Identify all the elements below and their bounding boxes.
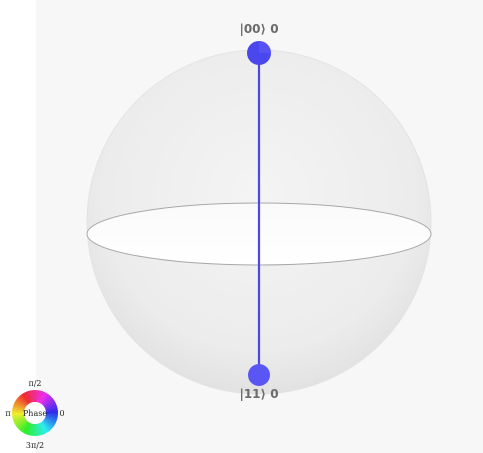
phase-wheel-segment [43,398,54,407]
phase-wheel-segment [25,391,32,404]
phase-wheel-segment [39,422,47,434]
phase-legend: Phase π/2 π 0 3π/2 [5,379,64,450]
phase-wheel-segment [23,422,31,434]
phase-wheel-segment [42,420,52,431]
phase-wheel-segment [41,395,52,406]
phase-wheel-segment [20,421,29,432]
phase-wheel-segment [23,392,31,404]
phase-label-pi-half: π/2 [28,379,41,388]
state-node-00-shading [259,41,271,53]
phase-wheel-segment [32,423,36,436]
phase-wheel-segment [40,421,49,433]
phase-wheel-segment [45,410,58,413]
phase-wheel-segment [18,420,29,431]
phase-wheel-segment [44,416,57,423]
phase-wheel-segment [43,419,54,428]
phase-wheel-segment [35,423,38,436]
phase-wheel-segment [44,417,56,425]
phase-wheel-segment [36,423,42,436]
phase-wheel-segment [38,391,45,404]
state-node-11[interactable] [248,364,270,386]
phase-wheel-segment [17,420,28,430]
phase-wheel-segment [36,390,41,403]
phase-wheel-segment [13,416,26,423]
phase-wheel-segment [37,390,43,403]
phase-wheel-segment [45,414,58,419]
phase-wheel-segment [13,403,26,410]
phase-wheel-segment [12,410,25,414]
phase-wheel-segment [41,394,50,405]
phase-wheel-segment [43,399,55,408]
phase-wheel-segment [40,392,49,404]
phase-wheel-segment [21,422,30,434]
phase-wheel-segment [45,412,58,416]
phase-wheel-segment [26,390,33,403]
phase-wheel-segment [14,399,26,408]
phase-wheel-segment [30,390,35,403]
phase-wheel-segment [16,398,27,407]
phase-wheel-segment [12,413,25,416]
phase-wheel-segment [35,423,40,436]
phase-wheel-segment [20,394,29,405]
phase-wheel-segment [42,396,53,406]
phase-wheel-segment [12,415,25,422]
phase-wheel-segment [12,414,25,420]
phase-label-zero: 0 [59,409,64,418]
phase-wheel-segment [38,422,45,435]
phase-wheel-segment [45,404,58,411]
phase-wheel-segment [42,419,53,430]
phase-label-pi: π [5,409,10,418]
phase-label-3pi-half: 3π/2 [26,441,44,450]
phase-center-label: Phase [23,409,47,418]
phase-wheel-segment [27,423,33,436]
phase-wheel-segment [44,401,56,409]
phase-wheel-segment [44,403,57,410]
phase-wheel-segment [14,401,26,409]
phase-wheel-segment [45,415,58,421]
phase-wheel-center [24,402,46,424]
state-label-00: |00⟩ 0 [239,22,278,36]
phase-wheel-segment [29,423,34,436]
phase-wheel-segment [32,390,35,403]
phase-wheel-segment [44,418,56,427]
phase-wheel-segment [15,418,27,427]
phase-wheel-segment [17,396,28,407]
phase-wheel-segment [34,390,38,403]
phase-wheel-segment [37,423,44,436]
phase-wheel-segment [45,408,58,413]
phase-wheel-segment [12,407,25,412]
phase-wheel-segment [16,419,27,428]
phase-wheel-segment [25,422,32,435]
phase-wheel-segment [12,405,25,411]
phase-wheel-segment [28,390,34,403]
phase-wheel-segment [21,393,30,405]
phase-wheel-segment [18,395,28,406]
phase-wheel-segment [41,421,50,432]
phase-wheel-segment [12,413,25,418]
phase-color-wheel [12,390,58,436]
phase-wheel-segment [45,406,58,412]
state-label-11: |11⟩ 0 [239,387,278,401]
phase-wheel-segment [39,392,47,404]
phase-wheel-segment [14,417,26,425]
